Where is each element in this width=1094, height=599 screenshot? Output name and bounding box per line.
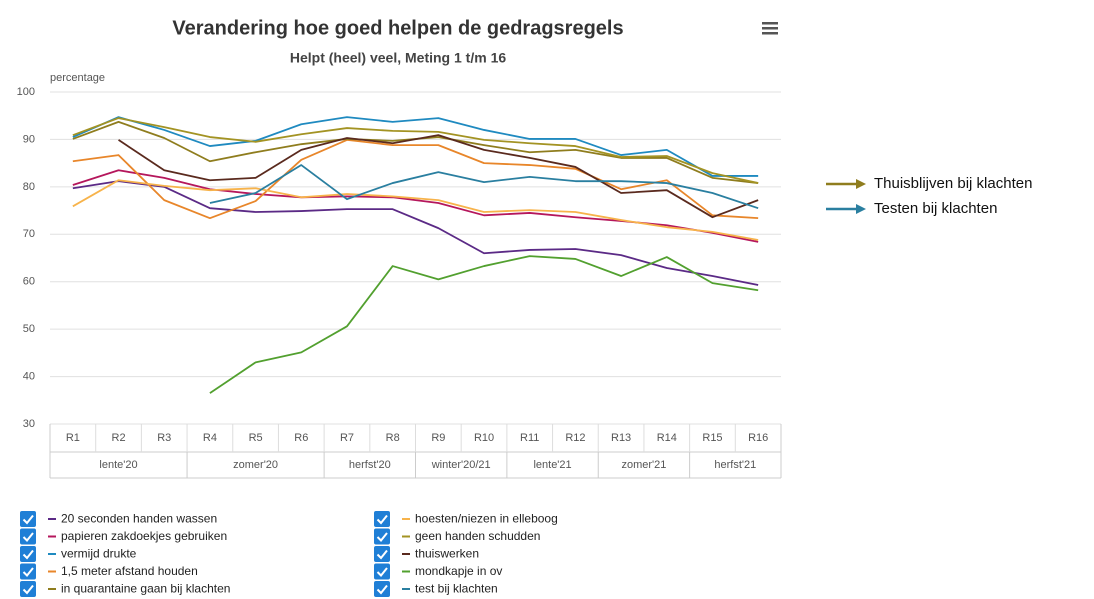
checkmark [376,549,388,560]
group-label: zomer'21 [621,459,666,471]
y-tick-label: 100 [17,86,35,98]
legend-checkbox[interactable] [20,528,36,545]
series-line [72,180,759,286]
series-line [72,169,759,243]
x-tick-label: R15 [702,432,722,444]
x-tick-label: R7 [340,432,354,444]
checkmark [22,567,34,577]
series-line [72,117,759,184]
chart-subtitle: Helpt (heel) veel, Meting 1 t/m 16 [290,50,506,66]
x-tick-label: R1 [66,432,80,444]
legend-checkbox[interactable] [374,563,390,580]
x-tick-label: R5 [249,432,263,444]
checkmark [376,514,388,525]
group-label: zomer'20 [233,459,278,471]
legend-checkbox[interactable] [20,581,36,597]
legend-checkbox[interactable] [374,511,390,527]
annotation-arrowhead [856,204,866,214]
series-line [118,134,759,219]
checkmark [376,567,388,577]
y-tick-label: 30 [23,418,35,430]
x-tick-label: R14 [657,432,677,444]
legend-checkbox[interactable] [20,563,36,580]
checkmark [22,514,34,525]
series-line [72,139,759,220]
annotation-text: Testen bij klachten [874,200,997,217]
legend-item[interactable]: papieren zakdoekjes gebruiken [20,528,227,545]
series-line [209,255,759,394]
group-label: winter'20/21 [431,459,491,471]
y-axis-label: percentage [50,72,105,84]
x-tick-label: R11 [520,432,539,444]
group-label: lente'20 [99,459,137,471]
legend-item[interactable]: mondkapje in ov [374,563,502,580]
legend-item[interactable]: 1,5 meter afstand houden [20,563,198,580]
x-tick-label: R4 [203,432,217,444]
legend-checkbox[interactable] [374,581,390,597]
legend-item[interactable]: in quarantaine gaan bij klachten [20,581,230,597]
x-tick-label: R13 [611,432,631,444]
group-label: herfst'21 [714,459,756,471]
legend-checkbox[interactable] [374,546,390,562]
x-tick-label: R2 [112,432,126,444]
legend-label: mondkapje in ov [415,564,502,578]
y-tick-label: 60 [23,276,35,288]
x-tick-label: R10 [474,432,494,444]
legend-label: papieren zakdoekjes gebruiken [61,529,227,543]
legend-label: geen handen schudden [415,529,540,543]
legend-item[interactable]: vermijd drukte [20,546,137,562]
legend-label: 1,5 meter afstand houden [61,564,198,578]
legend-label: 20 seconden handen wassen [61,512,217,526]
legend-item[interactable]: test bij klachten [374,581,498,597]
legend-label: in quarantaine gaan bij klachten [61,582,230,596]
checkmark [22,584,34,595]
annotation-arrowhead [856,179,866,189]
menu-button[interactable] [762,22,778,35]
legend-item[interactable]: hoesten/niezen in elleboog [374,511,558,527]
y-tick-label: 90 [23,133,35,145]
y-tick-label: 50 [23,323,35,335]
y-tick-label: 80 [23,181,35,193]
x-tick-label: R12 [565,432,585,444]
legend-item[interactable]: thuiswerken [374,546,479,562]
x-tick-label: R3 [157,432,171,444]
group-label: lente'21 [533,459,571,471]
series-line [72,116,759,177]
checkmark [376,584,388,595]
legend-item[interactable]: geen handen schudden [374,528,540,545]
checkmark [376,532,388,542]
legend-checkbox[interactable] [374,528,390,545]
y-tick-label: 40 [23,370,35,382]
legend-label: thuiswerken [415,547,479,561]
legend-label: hoesten/niezen in elleboog [415,512,558,526]
checkmark [22,549,34,560]
series-line [209,164,759,210]
legend-checkbox[interactable] [20,511,36,527]
legend-checkbox[interactable] [20,546,36,562]
legend-label: vermijd drukte [61,547,137,561]
series-line [72,179,759,241]
x-tick-label: R16 [748,432,768,444]
legend-item[interactable]: 20 seconden handen wassen [20,511,217,527]
x-tick-label: R9 [431,432,445,444]
x-tick-label: R8 [386,432,400,444]
legend-label: test bij klachten [415,582,498,596]
checkmark [22,532,34,542]
annotation-text: Thuisblijven bij klachten [874,175,1032,192]
y-tick-label: 70 [23,228,35,240]
x-tick-label: R6 [294,432,308,444]
group-label: herfst'20 [349,459,391,471]
chart-title: Verandering hoe goed helpen de gedragsre… [172,17,623,39]
